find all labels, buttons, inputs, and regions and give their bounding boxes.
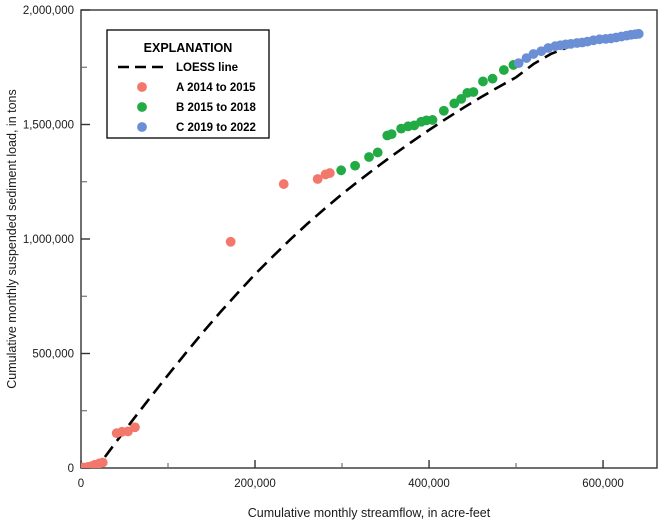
data-point <box>498 65 509 75</box>
legend-entry-label: C 2019 to 2022 <box>176 122 256 134</box>
x-tick-label: 600,000 <box>582 478 624 490</box>
data-point <box>513 58 524 69</box>
data-point <box>478 76 488 87</box>
data-point <box>225 236 236 247</box>
data-point <box>449 98 460 109</box>
legend-marker-swatch <box>137 102 147 112</box>
data-point <box>312 174 323 184</box>
legend-entries: LOESS line A 2014 to 2015 B 2015 to 2018 C … <box>118 62 257 134</box>
data-point <box>633 28 644 39</box>
y-tick-label: 1,000,000 <box>23 234 74 246</box>
legend-marker-swatch <box>137 82 147 92</box>
data-point <box>97 457 108 468</box>
legend-entry-label: B 2015 to 2018 <box>176 102 257 114</box>
loess-curve <box>95 32 639 468</box>
legend-entry-4: C 2019 to 2022 <box>137 122 256 134</box>
y-tick-label: 2,000,000 <box>23 5 74 17</box>
legend-border <box>106 29 270 139</box>
data-point <box>372 147 383 158</box>
y-axis-title: Cumulative monthly suspended sediment lo… <box>5 89 19 388</box>
data-point <box>350 160 360 171</box>
x-axis-tick-labels: 0 200,000 400,000 600,000 <box>78 478 624 490</box>
x-tick-label: 0 <box>78 478 84 490</box>
series-3 <box>513 28 644 69</box>
data-point <box>468 87 479 97</box>
x-tick-label: 200,000 <box>234 478 276 490</box>
data-point <box>528 49 539 59</box>
legend-entry-3: B 2015 to 2018 <box>137 102 257 114</box>
data-point <box>427 115 438 125</box>
data-point <box>278 179 289 189</box>
legend-title: EXPLANATION <box>144 41 233 55</box>
y-tick-label: 0 <box>68 463 74 475</box>
legend-entry-1: LOESS line <box>118 62 238 74</box>
legend-entry-2: A 2014 to 2015 <box>137 82 256 94</box>
legend-entry-label: A 2014 to 2015 <box>176 82 256 94</box>
y-axis-ticks <box>81 9 90 469</box>
legend-marker-swatch <box>137 122 147 132</box>
data-point <box>487 73 498 84</box>
data-points <box>81 28 644 468</box>
legend: EXPLANATION LOESS line A 2014 to 2015 B 20… <box>106 29 270 139</box>
legend-entry-label: LOESS line <box>176 62 238 74</box>
x-axis-title: Cumulative monthly streamflow, in acre-f… <box>248 506 491 520</box>
loess-line <box>95 32 639 468</box>
data-point <box>336 165 347 176</box>
x-tick-label: 400,000 <box>408 478 450 490</box>
y-tick-label: 1,500,000 <box>23 120 74 132</box>
data-point <box>324 168 335 178</box>
data-point <box>438 105 449 116</box>
data-point <box>130 422 140 433</box>
series-2 <box>336 60 519 176</box>
series-1 <box>81 168 335 468</box>
data-point <box>364 152 374 162</box>
data-point <box>456 93 467 104</box>
y-tick-label: 500,000 <box>32 349 74 361</box>
data-point <box>386 129 397 140</box>
y-axis-tick-labels: 0 500,000 1,000,000 1,500,000 2,000,000 <box>23 5 74 475</box>
